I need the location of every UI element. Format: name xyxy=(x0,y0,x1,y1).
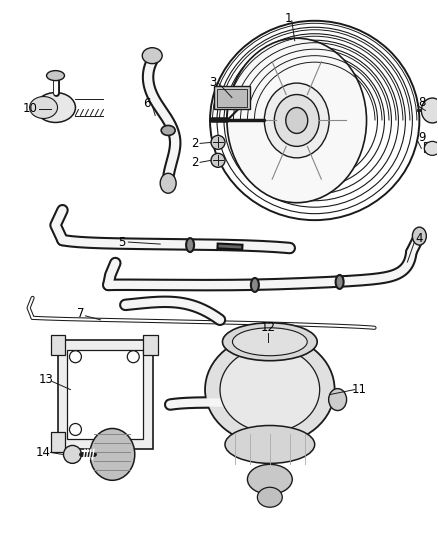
Bar xyxy=(57,340,153,449)
Ellipse shape xyxy=(258,487,283,507)
Ellipse shape xyxy=(231,40,399,201)
Ellipse shape xyxy=(160,173,176,193)
Ellipse shape xyxy=(413,227,426,245)
Ellipse shape xyxy=(245,54,385,187)
Ellipse shape xyxy=(90,429,135,480)
Ellipse shape xyxy=(421,98,438,123)
Text: 2: 2 xyxy=(191,156,199,169)
Text: 1: 1 xyxy=(285,12,293,25)
Ellipse shape xyxy=(328,389,346,410)
Ellipse shape xyxy=(238,47,392,194)
Ellipse shape xyxy=(127,351,139,362)
Bar xyxy=(67,350,143,439)
Ellipse shape xyxy=(220,347,320,432)
Ellipse shape xyxy=(247,464,292,494)
Ellipse shape xyxy=(64,446,81,463)
Ellipse shape xyxy=(35,93,75,123)
Ellipse shape xyxy=(60,345,150,445)
Bar xyxy=(217,88,247,107)
Text: 9: 9 xyxy=(419,131,426,144)
Ellipse shape xyxy=(252,60,378,181)
Ellipse shape xyxy=(71,355,140,434)
Ellipse shape xyxy=(225,425,314,463)
Text: 6: 6 xyxy=(144,97,151,110)
Text: 14: 14 xyxy=(36,446,51,459)
Ellipse shape xyxy=(161,125,175,135)
Ellipse shape xyxy=(265,83,329,158)
Ellipse shape xyxy=(70,424,81,435)
Text: 13: 13 xyxy=(39,373,54,386)
Ellipse shape xyxy=(211,154,225,167)
Bar xyxy=(424,142,438,152)
Text: 12: 12 xyxy=(260,321,276,334)
Text: 11: 11 xyxy=(352,383,367,396)
Ellipse shape xyxy=(223,323,317,361)
Ellipse shape xyxy=(286,108,308,133)
Ellipse shape xyxy=(217,27,413,214)
Ellipse shape xyxy=(210,21,419,220)
Ellipse shape xyxy=(227,38,367,203)
Ellipse shape xyxy=(70,351,81,362)
Ellipse shape xyxy=(211,135,225,149)
Ellipse shape xyxy=(233,328,307,356)
Bar xyxy=(50,432,66,453)
Text: 10: 10 xyxy=(23,102,38,115)
Text: 4: 4 xyxy=(416,232,423,245)
Ellipse shape xyxy=(274,94,319,147)
Text: 2: 2 xyxy=(191,137,199,150)
Ellipse shape xyxy=(251,278,259,292)
Bar xyxy=(50,335,66,355)
Ellipse shape xyxy=(205,335,335,445)
Ellipse shape xyxy=(224,34,406,207)
Bar xyxy=(143,335,158,355)
Bar xyxy=(214,86,250,109)
Ellipse shape xyxy=(186,238,194,252)
Text: 8: 8 xyxy=(419,96,426,109)
Ellipse shape xyxy=(142,47,162,63)
Text: 7: 7 xyxy=(77,308,84,320)
Ellipse shape xyxy=(46,71,64,80)
Text: 5: 5 xyxy=(119,236,126,248)
Text: 3: 3 xyxy=(209,76,217,89)
Ellipse shape xyxy=(424,141,438,155)
Ellipse shape xyxy=(30,96,57,118)
Ellipse shape xyxy=(336,275,343,289)
